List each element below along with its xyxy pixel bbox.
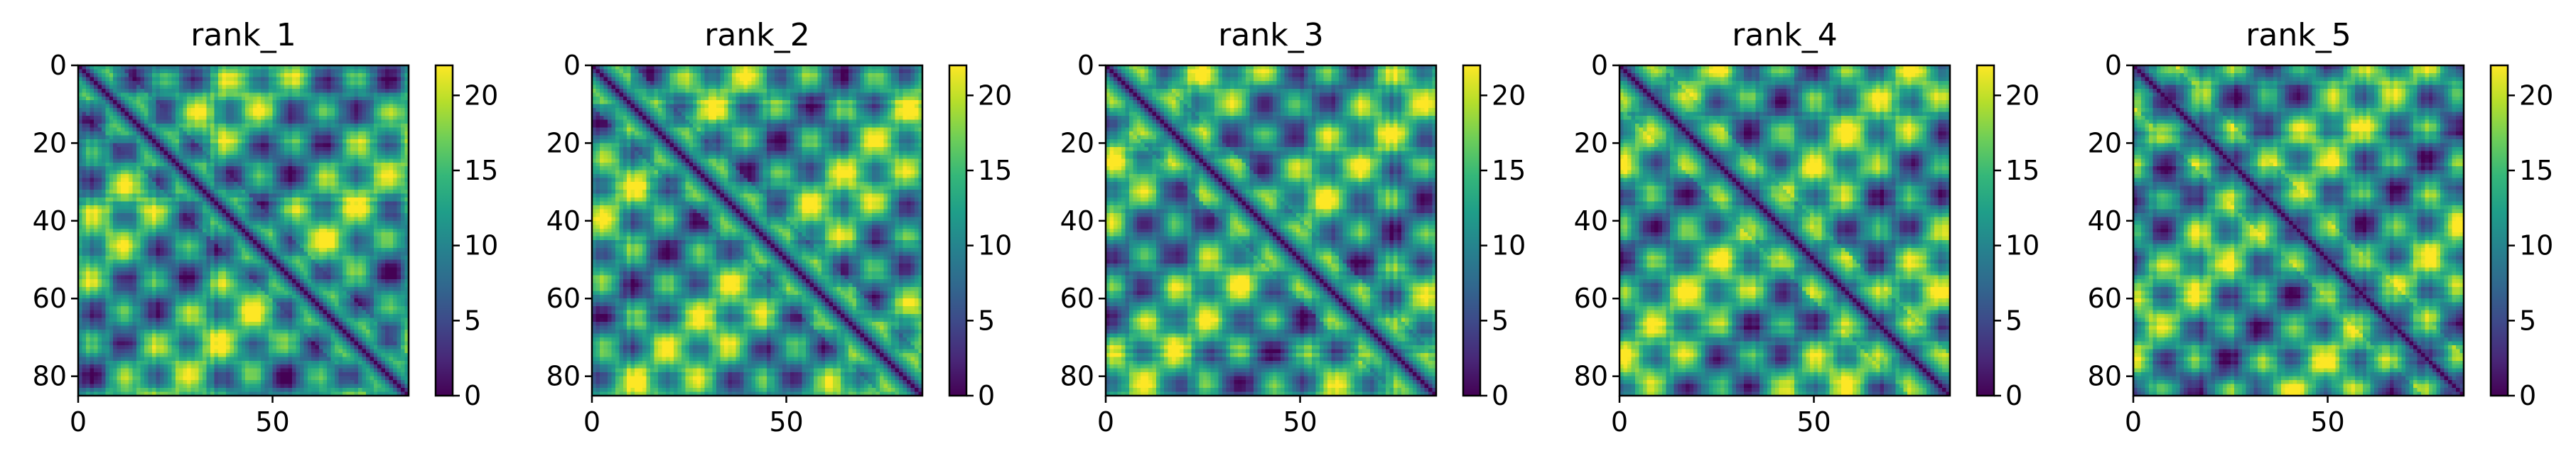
y-tick-label: 0 — [50, 50, 67, 81]
colorbar-frame — [948, 64, 968, 397]
x-tick-label: 0 — [2125, 406, 2142, 438]
y-tick-label: 80 — [2088, 361, 2122, 392]
colorbar-tick-label: 15 — [464, 155, 498, 186]
colorbar — [1977, 65, 1994, 396]
x-tick-label: 50 — [2310, 406, 2344, 438]
x-tick-label: 0 — [1097, 406, 1114, 438]
colorbar-tick-label: 20 — [464, 80, 498, 111]
colorbar — [1463, 65, 1480, 396]
x-tick-label: 0 — [583, 406, 600, 438]
axes-frame — [2132, 64, 2465, 397]
heatmap-cells — [2133, 65, 2464, 396]
colorbar — [2491, 65, 2508, 396]
axes-frame — [591, 64, 924, 397]
colorbar-tick-label: 10 — [2005, 230, 2039, 261]
colorbar-tick-label: 5 — [1492, 305, 1509, 336]
axes-frame — [1618, 64, 1951, 397]
panel-title: rank_1 — [190, 17, 296, 53]
panel-title: rank_3 — [1218, 17, 1323, 53]
y-tick-label: 40 — [546, 205, 581, 237]
heatmap-cells — [592, 65, 922, 396]
y-tick-label: 40 — [1060, 205, 1094, 237]
colorbar-tick-label: 0 — [2519, 380, 2536, 411]
y-tick-label: 60 — [33, 283, 67, 314]
colorbar-frame — [2489, 64, 2509, 397]
colorbar-tick-label: 5 — [464, 305, 481, 336]
colorbar-tick-label: 10 — [464, 230, 498, 261]
axes-frame — [1104, 64, 1438, 397]
colorbar-tick-label: 0 — [1492, 380, 1509, 411]
colorbar-frame — [434, 64, 454, 397]
colorbar-frame — [1976, 64, 1995, 397]
y-tick-label: 20 — [2088, 127, 2122, 158]
y-tick-label: 80 — [1574, 361, 1608, 392]
panel-title: rank_4 — [1732, 17, 1837, 53]
heatmap-cells — [1106, 65, 1436, 396]
y-tick-label: 40 — [1574, 205, 1608, 237]
y-tick-label: 60 — [1060, 283, 1094, 314]
colorbar-tick-label: 5 — [2519, 305, 2536, 336]
y-tick-label: 60 — [546, 283, 581, 314]
colorbar-tick-label: 20 — [2519, 80, 2553, 111]
x-tick-label: 50 — [1283, 406, 1317, 438]
colorbar-tick-label: 15 — [1492, 155, 1526, 186]
y-tick-label: 20 — [1574, 127, 1608, 158]
heatmap-cells — [1620, 65, 1950, 396]
colorbar-tick-label: 20 — [1492, 80, 1526, 111]
x-tick-label: 0 — [1611, 406, 1628, 438]
y-tick-label: 80 — [546, 361, 581, 392]
panel-title: rank_5 — [2246, 17, 2351, 53]
colorbar — [949, 65, 966, 396]
axes-frame — [77, 64, 410, 397]
y-tick-label: 0 — [2105, 50, 2122, 81]
colorbar-tick-label: 20 — [978, 80, 1012, 111]
panel-title: rank_2 — [704, 17, 809, 53]
colorbar-tick-label: 20 — [2005, 80, 2039, 111]
x-tick-label: 50 — [1796, 406, 1831, 438]
y-tick-label: 40 — [33, 205, 67, 237]
heatmap-cells — [78, 65, 409, 396]
colorbar-frame — [1462, 64, 1482, 397]
colorbar — [436, 65, 453, 396]
colorbar-tick-label: 0 — [2005, 380, 2022, 411]
y-tick-label: 20 — [546, 127, 581, 158]
colorbar-tick-label: 10 — [978, 230, 1012, 261]
colorbar-tick-label: 15 — [2519, 155, 2553, 186]
y-tick-label: 80 — [33, 361, 67, 392]
y-tick-label: 20 — [33, 127, 67, 158]
colorbar-tick-label: 15 — [2005, 155, 2039, 186]
colorbar-tick-label: 10 — [1492, 230, 1526, 261]
colorbar-tick-label: 5 — [2005, 305, 2022, 336]
y-tick-label: 0 — [1591, 50, 1608, 81]
y-tick-label: 60 — [1574, 283, 1608, 314]
colorbar-tick-label: 5 — [978, 305, 995, 336]
y-tick-label: 0 — [1077, 50, 1094, 81]
y-tick-label: 40 — [2088, 205, 2122, 237]
x-tick-label: 0 — [70, 406, 87, 438]
y-tick-label: 60 — [2088, 283, 2122, 314]
x-tick-label: 50 — [255, 406, 289, 438]
colorbar-tick-label: 15 — [978, 155, 1012, 186]
colorbar-tick-label: 0 — [978, 380, 995, 411]
y-tick-label: 0 — [564, 50, 581, 81]
y-tick-label: 20 — [1060, 127, 1094, 158]
colorbar-tick-label: 0 — [464, 380, 481, 411]
x-tick-label: 50 — [769, 406, 803, 438]
y-tick-label: 80 — [1060, 361, 1094, 392]
colorbar-tick-label: 10 — [2519, 230, 2553, 261]
